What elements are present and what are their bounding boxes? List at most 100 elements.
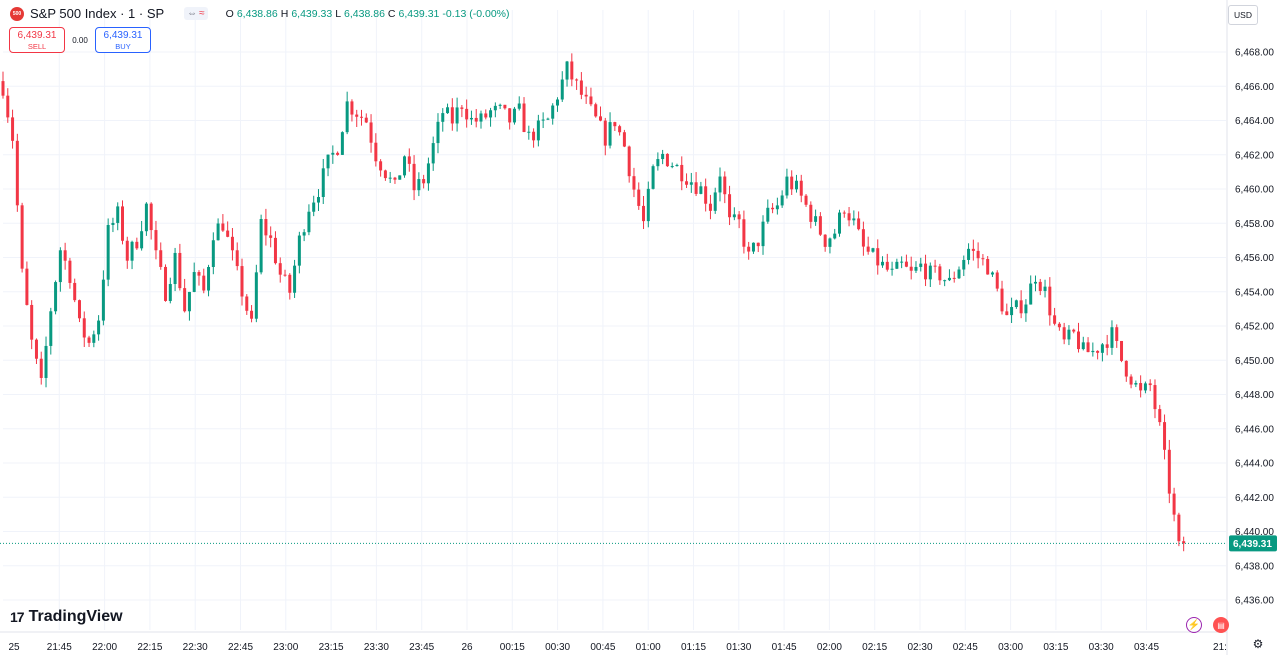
gear-icon[interactable]: ⚙ (1252, 637, 1264, 651)
candle-body (1019, 300, 1023, 314)
candle (895, 258, 899, 270)
candle-body (1115, 327, 1119, 341)
candle (881, 256, 885, 268)
x-tick-label: 02:15 (862, 642, 887, 653)
y-tick-label: 6,438.00 (1235, 561, 1274, 572)
candle (412, 155, 416, 201)
candle (742, 210, 746, 254)
candle (407, 148, 411, 172)
candle-body (422, 179, 426, 184)
buy-button[interactable]: 6,439.31 BUY (95, 27, 151, 53)
candle-body (871, 248, 875, 252)
trade-buttons: 6,439.31 SELL 0.00 6,439.31 BUY (9, 27, 151, 53)
candle (39, 351, 43, 385)
candle (297, 231, 301, 274)
candle-body (618, 126, 622, 133)
candle (890, 261, 894, 276)
candle-body (307, 211, 311, 233)
candle-body (517, 103, 521, 109)
candle (307, 204, 311, 236)
candle (87, 335, 91, 348)
candle (575, 78, 579, 90)
candle-body (575, 79, 579, 81)
candle-body (446, 107, 450, 114)
candle (1143, 381, 1147, 394)
candle-body (235, 250, 239, 267)
candle-body (699, 186, 703, 194)
candle-body (364, 117, 368, 123)
candle-body (1072, 329, 1076, 332)
candle (737, 211, 741, 229)
y-tick-label: 6,460.00 (1235, 185, 1274, 196)
candle-body (809, 204, 813, 222)
candle (589, 87, 593, 107)
candle-body (493, 105, 497, 111)
candle (374, 133, 378, 167)
candle-body (761, 221, 765, 247)
candle (1048, 277, 1052, 326)
candle-body (116, 206, 120, 223)
open-label: O (225, 7, 234, 20)
candle (460, 105, 464, 118)
buy-price: 6,439.31 (103, 30, 143, 41)
candle (1167, 439, 1171, 504)
candle (512, 106, 516, 125)
candle (680, 156, 684, 191)
candle (1153, 379, 1157, 419)
candle-body (995, 272, 999, 289)
candle (436, 113, 440, 154)
candle (1000, 280, 1004, 315)
currency-selector[interactable]: USD (1228, 5, 1258, 25)
x-tick-label: 03:00 (998, 642, 1023, 653)
candle (603, 117, 607, 156)
candle-body (632, 176, 636, 190)
flag-icon[interactable]: ▤ (1213, 617, 1229, 633)
candle-body (541, 119, 545, 121)
candle (1115, 324, 1119, 348)
tradingview-logo[interactable]: 17 TradingView (10, 608, 123, 626)
candle (278, 257, 282, 283)
candle-body (11, 117, 15, 141)
candle-body (642, 205, 646, 222)
candle (417, 172, 421, 197)
candle (584, 86, 588, 104)
candle-body (1177, 514, 1181, 542)
candle (1110, 320, 1114, 355)
candle-body (890, 268, 894, 270)
candle-body (403, 156, 407, 176)
sell-button[interactable]: 6,439.31 SELL (9, 27, 65, 53)
indicator-toggle[interactable]: ⇔ ≈ (184, 7, 208, 20)
candle (422, 174, 426, 189)
candle (924, 254, 928, 287)
candle (871, 247, 875, 253)
candle (106, 218, 110, 287)
candle (847, 207, 851, 227)
candle-body (627, 146, 631, 177)
candle-body (1167, 449, 1171, 494)
candle-body (794, 180, 798, 190)
candle (508, 108, 512, 130)
candle (957, 266, 961, 280)
candle-body (316, 197, 320, 203)
symbol-title[interactable]: S&P 500 Index · 1 · SP (30, 6, 165, 21)
close-value: 6,439.31 (398, 7, 440, 20)
lightning-icon[interactable]: ⚡ (1186, 617, 1202, 633)
time-axis[interactable]: 25 21:45 22:00 22:15 22:30 22:45 23:00 23:15 23:… (0, 631, 1227, 653)
price-axis[interactable]: 6,468.00 6,466.00 6,464.00 6,462.00 6,460.00… (1226, 0, 1274, 655)
low-value: 6,438.86 (344, 7, 385, 20)
candle-body (503, 104, 507, 109)
candle-body (465, 108, 469, 120)
candle-body (694, 182, 698, 194)
candle (1033, 275, 1037, 292)
x-tick-label: 01:45 (772, 642, 797, 653)
candle (331, 145, 335, 164)
x-tick-label: 23:45 (409, 642, 434, 653)
candle (350, 99, 354, 122)
candle (661, 149, 665, 165)
last-price-badge (1229, 535, 1277, 552)
candle (235, 242, 239, 271)
candle-body (603, 120, 607, 146)
candle-body (713, 192, 717, 211)
candle-body (30, 304, 34, 340)
